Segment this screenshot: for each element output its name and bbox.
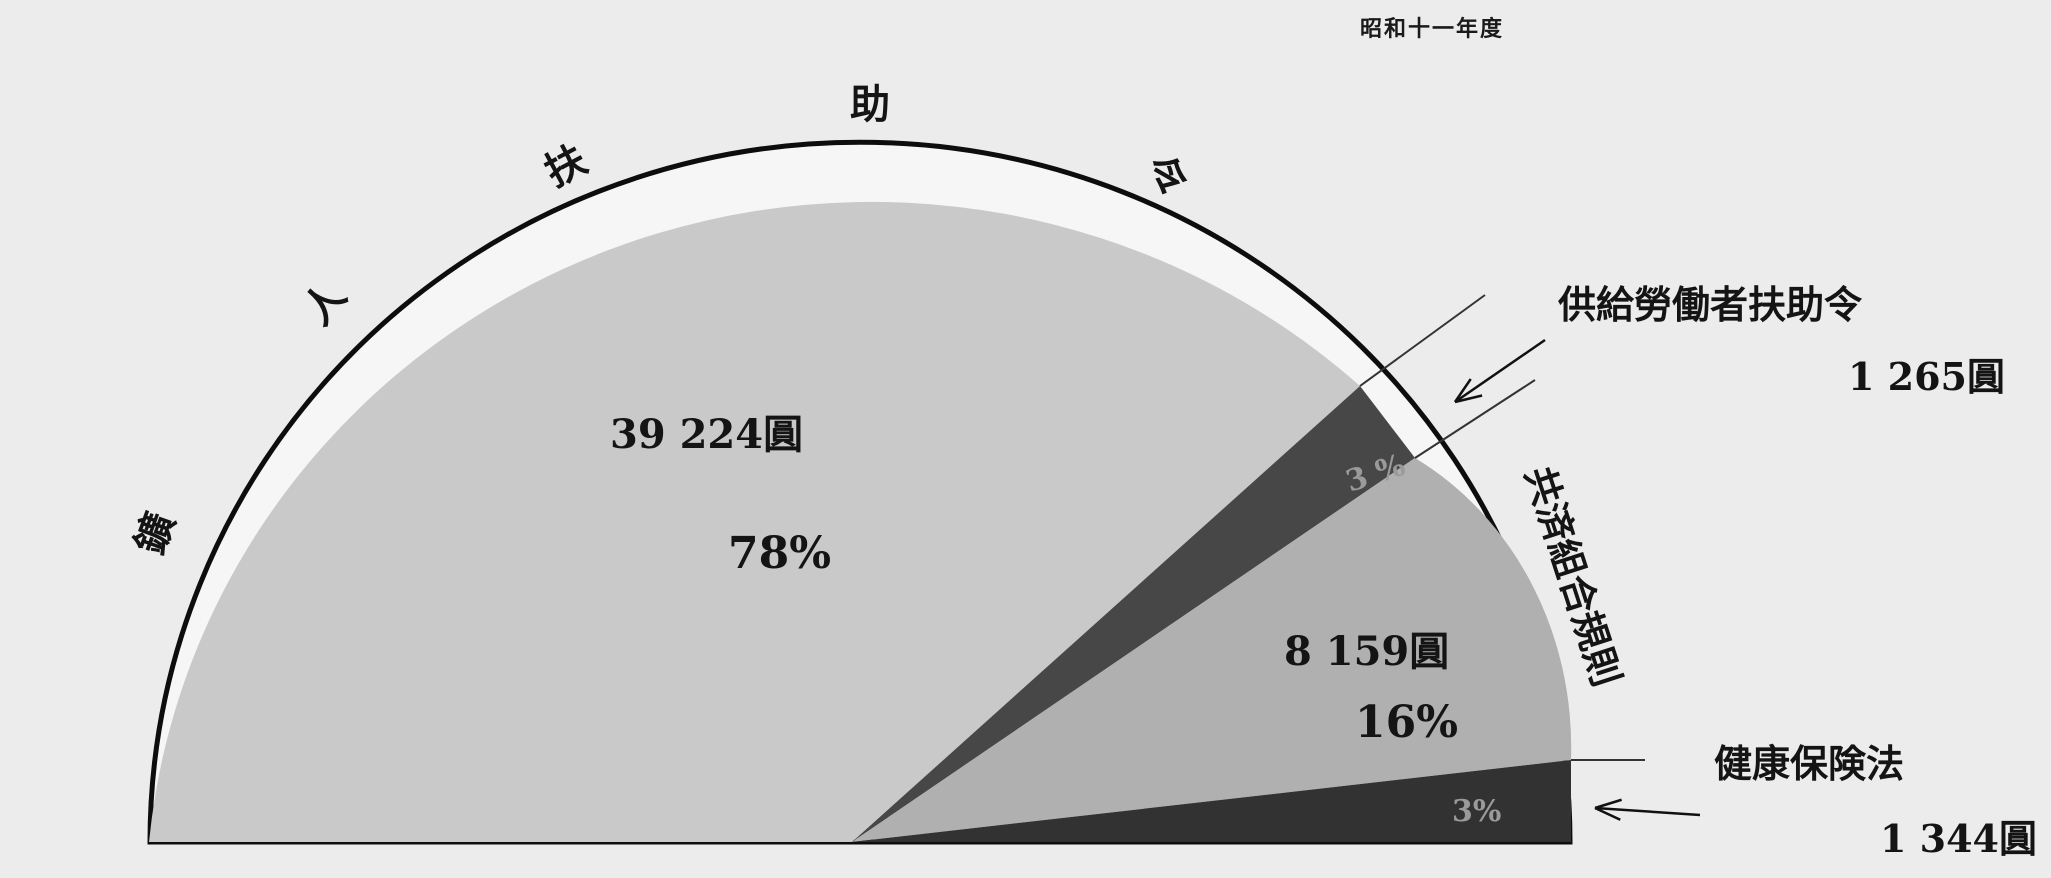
arrows-layer [1453,338,1701,821]
main-value-label: 39 224圓 [610,411,803,458]
health-value-label: 1 344圓 [1880,816,2037,861]
year-label: 昭和十一年度 [1360,16,1504,42]
slice-mutual [852,458,1572,842]
slice-supply [852,386,1415,842]
slice-main [149,201,1360,842]
main-percent-label: 78% [728,528,831,579]
slices-layer [149,201,1645,842]
arc-char-0: 鑛 [126,507,184,561]
arc-char-1: 人 [294,273,356,334]
mutual-percent-label: 16% [1355,697,1458,748]
arc-char-2: 扶 [537,136,594,196]
supply-value-label: 1 265圓 [1848,354,2005,399]
health-name-label: 健康保険法 [1714,741,1904,786]
supply-name-label: 供給勞働者扶助令 [1558,282,1863,327]
mutual-value-label: 8 159圓 [1284,628,1449,675]
divider-line-mid [1414,379,1536,459]
arc-char-3: 助 [850,81,890,128]
slice-health [852,760,1571,842]
health-arrow [1594,798,1701,821]
arc-char-4: 令 [1138,146,1197,207]
health-percent-label: 3% [1452,794,1501,829]
supply-arrow [1453,338,1546,404]
divider-line-top [1359,294,1486,387]
